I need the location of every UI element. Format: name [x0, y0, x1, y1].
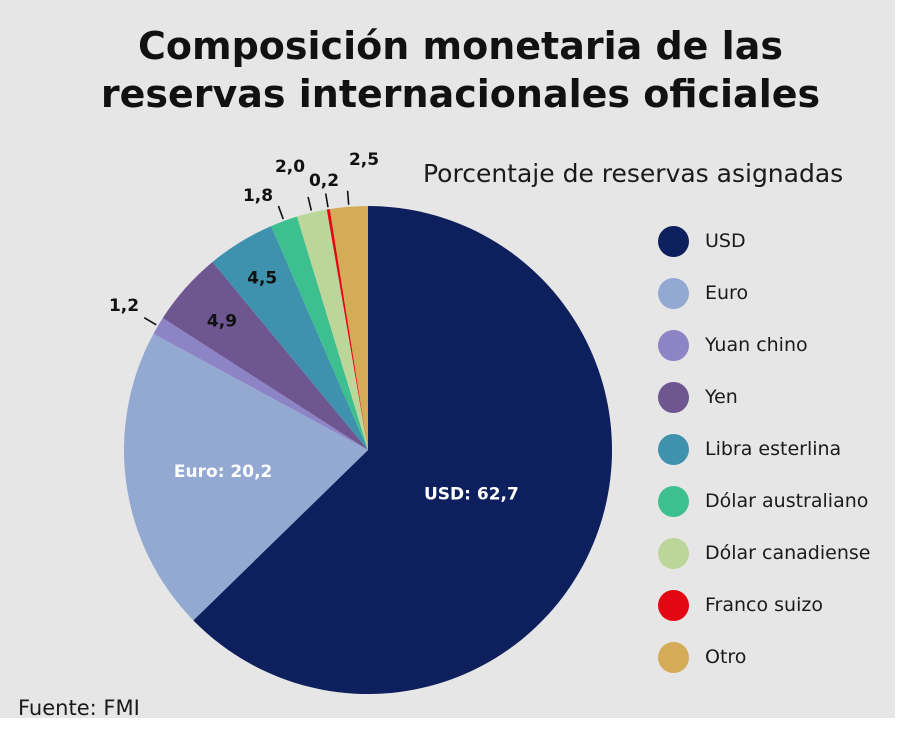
slice-label-other: 2,5 — [349, 150, 379, 170]
slice-label-yuan: 1,2 — [109, 296, 139, 316]
legend-label: USD — [705, 230, 746, 252]
legend-swatch — [658, 642, 689, 673]
title-line-2: reservas internacionales oficiales — [100, 72, 821, 116]
legend-label: Yuan chino — [705, 334, 808, 356]
legend-label: Dólar canadiense — [705, 542, 871, 564]
slice-label-aud: 1,8 — [243, 186, 273, 206]
legend-label: Franco suizo — [705, 594, 823, 616]
legend-item-euro: Euro — [658, 278, 870, 330]
slice-label-euro: Euro: 20,2 — [174, 462, 272, 482]
slice-label-cad: 2,0 — [275, 157, 305, 177]
pie-slice-yen — [162, 261, 368, 450]
leader-line-other — [346, 190, 350, 205]
legend-swatch — [658, 278, 689, 309]
legend-swatch — [658, 486, 689, 517]
pie-slice-euro — [123, 333, 369, 621]
chart-title: Composición monetaria de las reservas in… — [0, 22, 921, 118]
legend-swatch — [658, 226, 689, 257]
chart-subtitle: Porcentaje de reservas asignadas — [423, 159, 844, 188]
legend-label: Otro — [705, 646, 747, 668]
slice-labels: USD: 62,7 Euro: 20,2 1,2 4,9 4,5 1,82,00,2 2,5 — [109, 150, 519, 505]
legend-swatch — [658, 330, 689, 361]
legend-item-yuan: Yuan chino — [658, 330, 870, 382]
pie-slice-cad — [296, 209, 368, 450]
legend-item-cad: Dólar canadiense — [658, 538, 870, 590]
leader-line-yuan — [143, 316, 157, 326]
legend-label: Euro — [705, 282, 749, 304]
source-note: Fuente: FMI — [18, 696, 140, 720]
pie-slice-chf — [326, 209, 368, 450]
title-line-1: Composición monetaria de las — [138, 24, 783, 68]
pie-slice-yuan — [153, 317, 368, 450]
legend-item-usd: USD — [658, 226, 870, 278]
legend-label: Yen — [705, 386, 738, 408]
pie-slices — [123, 206, 613, 694]
legend-swatch — [658, 382, 689, 413]
legend-item-chf: Franco suizo — [658, 590, 870, 642]
legend-item-aud: Dólar australiano — [658, 486, 870, 538]
legend-label: Libra esterlina — [705, 438, 842, 460]
legend: USD Euro Yuan chino Yen Libra esterlina … — [658, 226, 870, 694]
legend-swatch — [658, 434, 689, 465]
leader-line-chf — [324, 193, 329, 208]
slice-label-yen: 4,9 — [207, 311, 237, 331]
legend-swatch — [658, 590, 689, 621]
legend-item-gbp: Libra esterlina — [658, 434, 870, 486]
leader-line-aud — [277, 205, 284, 220]
legend-item-yen: Yen — [658, 382, 870, 434]
slice-label-chf: 0,2 — [309, 171, 339, 191]
legend-label: Dólar australiano — [705, 490, 869, 512]
slice-label-usd: USD: 62,7 — [424, 485, 519, 505]
legend-item-other: Otro — [658, 642, 870, 694]
pie-slice-aud — [271, 216, 368, 450]
pie-slice-gbp — [212, 226, 368, 450]
slice-label-gbp: 4,5 — [247, 268, 277, 288]
legend-swatch — [658, 538, 689, 569]
pie-slice-other — [329, 206, 368, 450]
pie-slice-usd — [193, 206, 613, 694]
leader-lines — [143, 190, 350, 326]
leader-line-cad — [307, 196, 313, 211]
